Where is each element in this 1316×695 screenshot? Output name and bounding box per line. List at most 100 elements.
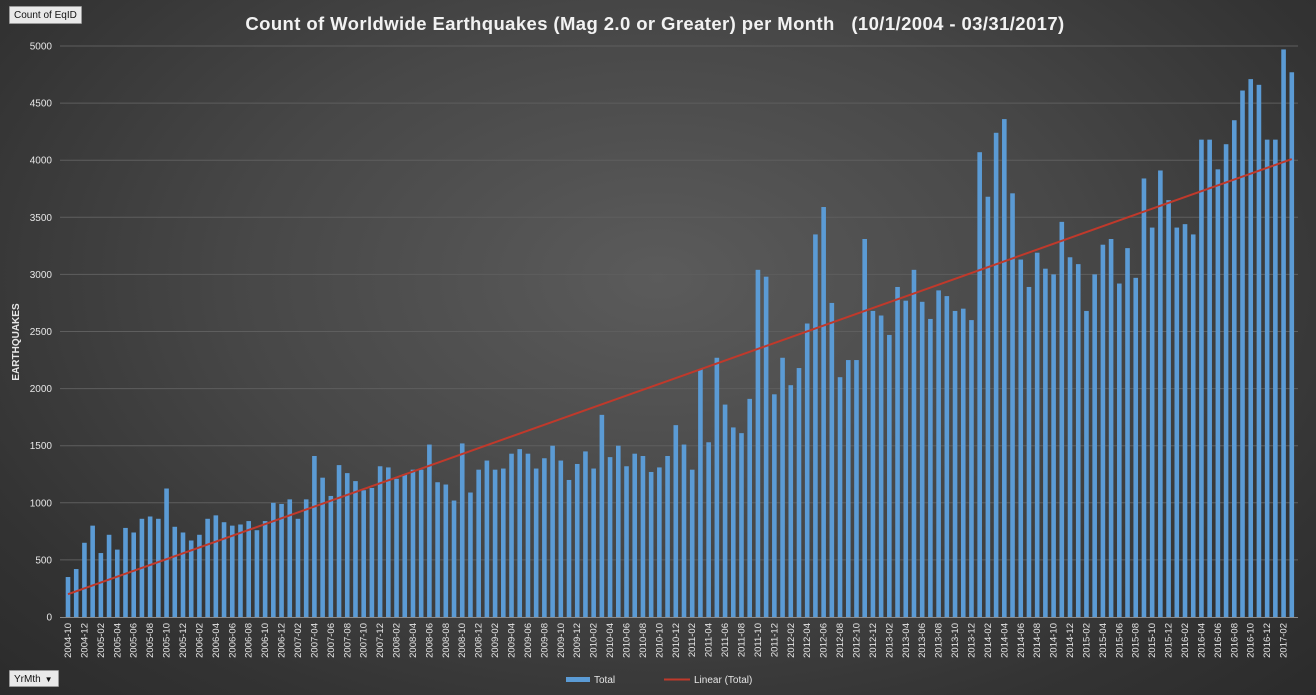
y-tick-label: 3500: [30, 213, 53, 224]
bar: [542, 458, 547, 617]
x-tick-label: 2010-04: [605, 623, 616, 658]
bar: [780, 357, 785, 617]
bar: [763, 276, 769, 617]
bar: [1256, 84, 1262, 617]
y-tick-label: 4000: [30, 156, 53, 167]
bar: [1158, 170, 1163, 618]
x-tick-label: 2004-12: [79, 623, 90, 658]
bar: [813, 234, 818, 617]
x-tick-label: 2008-02: [392, 623, 403, 658]
bar: [1034, 252, 1040, 617]
x-tick-label: 2014-02: [983, 623, 994, 658]
bar: [205, 518, 210, 617]
bar: [640, 455, 646, 617]
bar: [1182, 224, 1188, 617]
x-tick-label: 2009-06: [523, 623, 534, 658]
y-tick-label: 500: [35, 555, 52, 566]
bar: [1207, 139, 1212, 617]
bar: [1166, 200, 1171, 618]
bar: [804, 323, 810, 617]
x-tick-label: 2009-04: [507, 623, 518, 658]
x-tick-label: 2016-08: [1229, 623, 1240, 658]
x-tick-label: 2007-02: [293, 623, 304, 658]
chevron-down-icon: ▼: [44, 675, 53, 684]
bar: [772, 394, 777, 617]
bar: [492, 469, 498, 617]
x-tick-label: 2015-04: [1098, 623, 1109, 658]
x-tick-label: 2009-12: [572, 623, 583, 658]
x-tick-label: 2015-10: [1147, 623, 1158, 658]
bar: [295, 518, 301, 617]
x-tick-label: 2015-08: [1131, 623, 1142, 658]
yrmth-label: YrMth: [14, 674, 41, 685]
bar: [1240, 90, 1245, 618]
x-tick-label: 2010-02: [589, 623, 600, 658]
bar: [73, 569, 79, 617]
x-tick-label: 2012-02: [786, 623, 797, 658]
bar: [993, 132, 999, 618]
x-tick-label: 2009-10: [556, 623, 567, 658]
x-tick-label: 2014-12: [1065, 623, 1076, 658]
bar: [615, 445, 621, 617]
bar: [172, 526, 178, 617]
bar: [353, 481, 358, 617]
bar: [887, 334, 892, 617]
x-tick-label: 2004-10: [63, 623, 74, 658]
x-tick-label: 2014-10: [1049, 623, 1060, 658]
x-tick-label: 2005-06: [129, 623, 140, 658]
bar: [821, 207, 826, 617]
bar: [213, 515, 219, 617]
x-tick-label: 2012-04: [802, 623, 813, 658]
bar: [468, 492, 473, 617]
x-tick-label: 2007-10: [359, 623, 370, 658]
bar: [566, 479, 572, 617]
count-of-eqid-field-button[interactable]: Count of EqID: [9, 6, 82, 24]
bar: [648, 471, 654, 617]
x-tick-label: 2017-02: [1279, 623, 1290, 658]
bar: [903, 300, 909, 617]
y-tick-label: 1000: [30, 498, 53, 509]
bar: [238, 524, 243, 617]
x-tick-label: 2007-08: [342, 623, 353, 658]
y-tick-label: 2500: [30, 327, 53, 338]
bar: [156, 518, 161, 617]
bar: [1018, 259, 1024, 617]
x-tick-label: 2012-12: [868, 623, 879, 658]
bar: [854, 360, 859, 617]
bar: [673, 425, 679, 617]
yrmth-field-dropdown[interactable]: YrMth ▼: [9, 670, 59, 687]
x-tick-label: 2015-12: [1164, 623, 1175, 658]
bar: [386, 467, 391, 617]
x-tick-label: 2005-02: [96, 623, 107, 658]
bar: [484, 460, 490, 617]
bar: [739, 433, 744, 617]
x-tick-label: 2015-06: [1114, 623, 1125, 658]
x-tick-label: 2010-08: [638, 623, 649, 658]
bar: [796, 368, 802, 617]
bar: [895, 286, 900, 617]
bar: [246, 521, 251, 617]
x-tick-label: 2011-04: [704, 623, 715, 657]
bar: [1248, 79, 1254, 618]
x-tick-label: 2013-12: [966, 623, 977, 658]
bar: [476, 469, 481, 617]
y-axis-label: EARTHQUAKES: [11, 303, 22, 381]
bar: [583, 451, 588, 617]
bar: [303, 499, 309, 617]
bar: [574, 463, 580, 617]
bar: [402, 474, 408, 617]
bar: [1026, 286, 1032, 617]
x-tick-label: 2013-10: [950, 623, 961, 658]
bar: [287, 499, 293, 617]
bar: [410, 469, 416, 617]
bar: [952, 310, 958, 617]
x-tick-label: 2005-08: [145, 623, 156, 658]
x-tick-label: 2008-10: [457, 623, 468, 658]
bar: [221, 522, 227, 617]
x-tick-label: 2009-02: [490, 623, 501, 658]
x-tick-label: 2012-08: [835, 623, 846, 658]
bar: [599, 414, 605, 617]
bar: [90, 525, 95, 617]
bar: [607, 457, 613, 617]
bar: [336, 465, 342, 617]
